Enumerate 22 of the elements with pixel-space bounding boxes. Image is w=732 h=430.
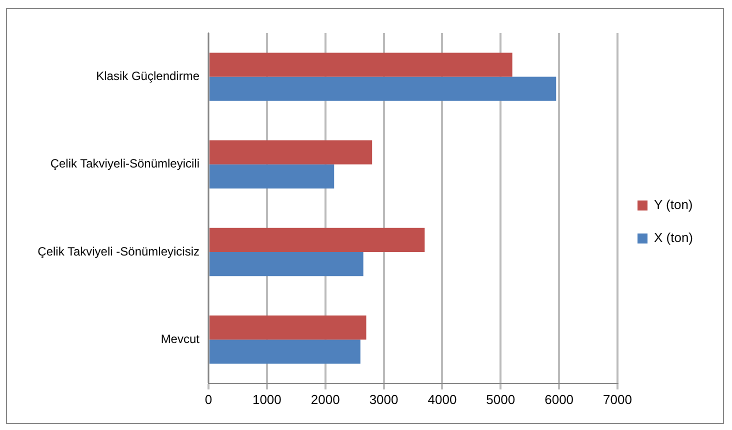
bar <box>210 164 334 188</box>
y-tick-label: Çelik Takviyeli -Sönümleyicisiz <box>38 244 200 258</box>
bar <box>210 340 360 364</box>
x-tick-label: 0 <box>204 392 212 407</box>
x-tick-label: 6000 <box>544 392 574 407</box>
y-tick-label: Klasik Güçlendirme <box>96 69 200 84</box>
y-tick-label: Çelik Takviyeli-Sönümleyicili <box>50 156 200 171</box>
bar <box>210 52 512 77</box>
x-tick-label: 7000 <box>603 392 632 407</box>
bar <box>210 316 366 340</box>
x-tick-label: 2000 <box>310 392 340 407</box>
x-tick-label: 3000 <box>369 392 398 407</box>
x-tick-label: 1000 <box>252 392 282 407</box>
y-tick-label: Mevcut <box>160 332 200 346</box>
x-tick-label: 5000 <box>486 392 516 407</box>
legend-label: Y (ton) <box>654 197 693 212</box>
legend-label: X (ton) <box>654 230 694 246</box>
x-tick-label: 4000 <box>428 392 457 407</box>
bar <box>210 76 556 101</box>
bar <box>210 228 425 252</box>
bar <box>210 140 372 164</box>
bar <box>210 252 364 276</box>
